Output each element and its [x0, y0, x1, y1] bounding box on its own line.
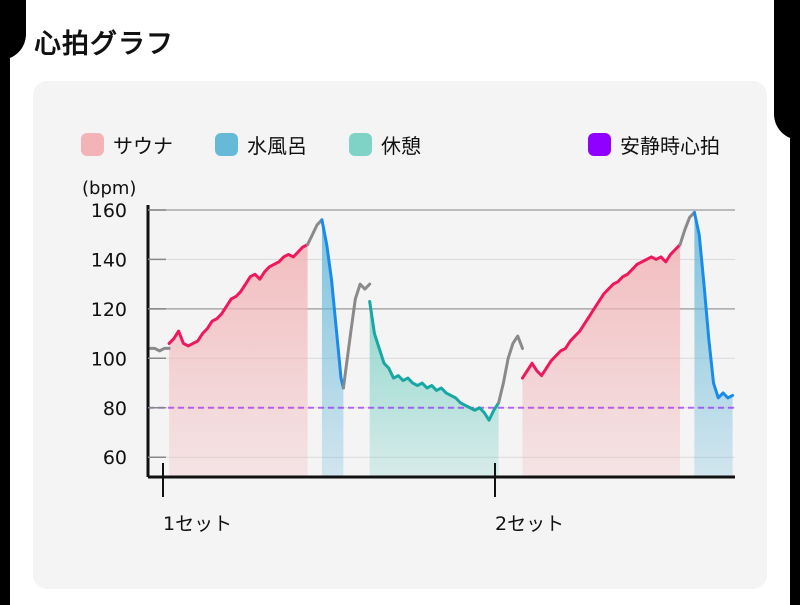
legend-item-cold-bath: 水風呂	[215, 130, 307, 159]
y-axis-unit-label: (bpm)	[82, 178, 136, 199]
legend-item-sauna: サウナ	[81, 130, 173, 159]
y-tick-label-120: 120	[91, 299, 127, 321]
y-tick-label-140: 140	[91, 249, 127, 271]
right-edge	[774, 0, 800, 605]
line-sauna-1	[167, 243, 310, 348]
legend-item-resting-hr: 安静時心拍	[588, 130, 720, 159]
line-rest-5	[368, 299, 501, 422]
x-tick-label-0: 1セット	[163, 513, 232, 535]
legend-label-cold-bath: 水風呂	[247, 134, 307, 158]
line-transition-0	[148, 346, 171, 353]
y-tick-label-160: 160	[91, 200, 127, 222]
legend-swatch-rest	[349, 133, 372, 156]
area-sauna-7	[522, 244, 681, 477]
line-transition-2	[306, 218, 324, 247]
legend-item-rest: 休憩	[349, 130, 421, 159]
legend-swatch-sauna	[81, 133, 104, 156]
area-cold-9	[694, 212, 733, 477]
legend-label-resting-hr: 安静時心拍	[620, 134, 720, 158]
y-tick-label-60: 60	[103, 447, 127, 469]
legend-label-sauna: サウナ	[113, 134, 173, 158]
area-sauna-1	[169, 244, 308, 477]
y-tick-label-80: 80	[103, 398, 127, 420]
legend-label-rest: 休憩	[381, 134, 421, 158]
line-transition-4	[341, 282, 372, 390]
line-transition-8	[678, 210, 696, 247]
area-cold-3	[321, 219, 344, 477]
line-cold-3	[320, 218, 345, 390]
legend-swatch-cold-bath	[215, 133, 238, 156]
line-transition-6	[497, 334, 524, 405]
page-title: 心拍グラフ	[34, 29, 174, 60]
legend-swatch-resting-hr	[588, 133, 611, 156]
x-tick-label-1: 2セット	[495, 513, 564, 535]
line-sauna-7	[520, 243, 682, 380]
line-cold-9	[692, 210, 735, 400]
y-tick-label-100: 100	[91, 348, 127, 370]
